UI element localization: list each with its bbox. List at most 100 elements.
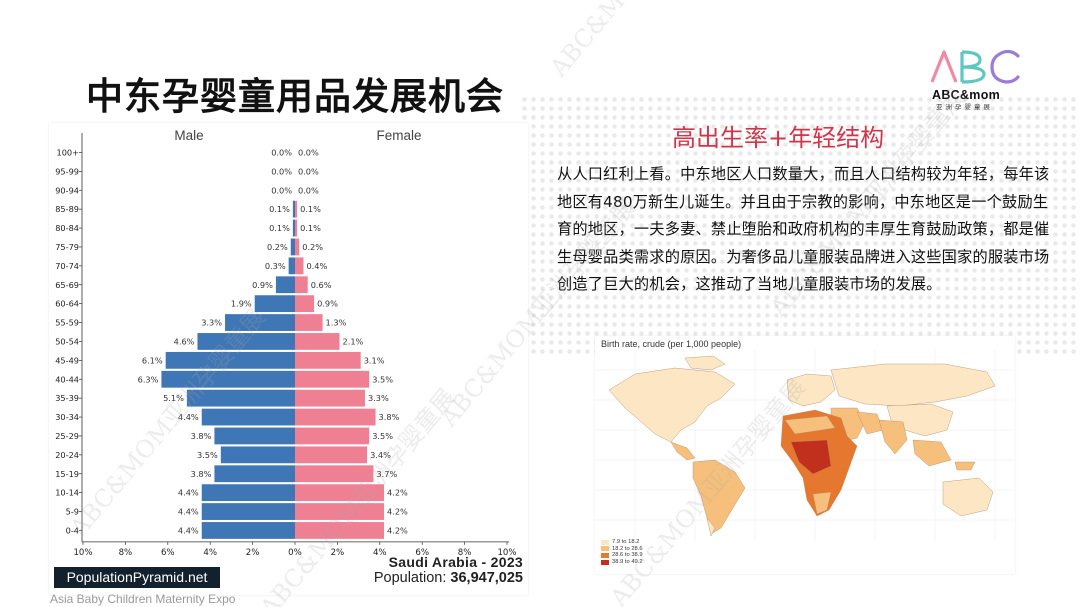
- body-paragraph: 从人口红利上看。中东地区人口数量大，而且人口结构较为年轻，每年该地区有480万新…: [557, 165, 1050, 294]
- data-label-female: 3.4%: [370, 450, 391, 460]
- population-pyramid-chart: Male Female 100+ 0.0% 0.0% 95-99 0.0% 0.0% 90-94…: [55, 128, 516, 558]
- data-label-male: 0.2%: [267, 242, 288, 252]
- bar-male: [290, 238, 295, 256]
- bar-female: [295, 503, 385, 520]
- x-tick-label: 8%: [119, 548, 133, 558]
- bar-female: [295, 219, 298, 237]
- bar-male: [201, 408, 295, 426]
- x-tick-label: 8%: [458, 548, 472, 558]
- population-pyramid-panel: Male Female 100+ 0.0% 0.0% 95-99 0.0% 0.0% 90-94…: [49, 123, 528, 595]
- logo-text: ABC&mom: [932, 88, 1001, 102]
- bar-female: [295, 314, 323, 331]
- bar-female: [295, 522, 385, 539]
- y-tick-label: 95-99: [55, 166, 79, 176]
- data-label-male: 3.5%: [197, 450, 218, 460]
- legend-item: 18.2 to 28.6: [601, 546, 643, 553]
- data-label-female: 0.9%: [317, 299, 338, 309]
- y-tick-label: 90-94: [55, 185, 79, 195]
- bar-female: [295, 200, 298, 218]
- data-label-female: 3.5%: [372, 431, 393, 441]
- bar-female: [295, 257, 304, 275]
- legend-label: 7.9 to 18.2: [612, 539, 640, 545]
- map-legend: 7.9 to 18.2 18.2 to 28.6 28.6 to 38.9 38…: [601, 539, 643, 565]
- bar-female: [295, 276, 308, 294]
- bar-male: [225, 314, 295, 331]
- data-label-male: 0.9%: [252, 280, 273, 290]
- y-tick-label: 70-74: [55, 261, 79, 271]
- bar-male: [186, 389, 295, 407]
- legend-swatch: [601, 546, 609, 552]
- data-label-male: 0.1%: [269, 223, 290, 233]
- x-tick-label: 6%: [161, 548, 175, 558]
- bar-female: [295, 333, 340, 350]
- population-label: Population:: [373, 570, 447, 586]
- data-label-female: 4.2%: [387, 488, 408, 498]
- x-tick-label: 2%: [331, 548, 345, 558]
- y-tick-label: 30-34: [55, 412, 79, 422]
- bar-female: [295, 389, 365, 407]
- y-tick-label: 35-39: [55, 393, 79, 403]
- data-label-male: 5.1%: [163, 393, 184, 403]
- bar-male: [201, 484, 295, 502]
- bar-male: [214, 465, 295, 483]
- bar-male: [292, 219, 295, 237]
- data-label-female: 0.4%: [306, 261, 327, 271]
- bar-female: [295, 351, 361, 369]
- data-label-male: 4.6%: [174, 336, 195, 346]
- legend-swatch: [601, 559, 609, 565]
- section-heading: 高出生率+年轻结构: [672, 124, 885, 152]
- data-label-female: 3.7%: [376, 469, 397, 479]
- bar-male: [201, 503, 295, 520]
- bar-male: [275, 276, 295, 294]
- data-label-female: 3.8%: [379, 412, 400, 422]
- bar-female: [295, 295, 315, 313]
- x-tick-label: 10%: [73, 548, 92, 558]
- bar-male: [165, 351, 295, 369]
- y-tick-label: 15-19: [55, 469, 79, 479]
- legend-item: 7.9 to 18.2: [601, 539, 643, 546]
- bar-male: [214, 427, 295, 445]
- population-value: 36,947,025: [450, 570, 523, 586]
- data-label-female: 4.2%: [387, 507, 408, 517]
- y-tick-label: 85-89: [55, 204, 79, 214]
- birth-rate-map-panel: Birth rate, crude (per 1,000 people): [595, 336, 1015, 574]
- bar-male: [220, 446, 295, 464]
- data-label-female: 3.1%: [364, 355, 385, 365]
- y-tick-label: 40-44: [55, 374, 79, 384]
- y-tick-label: 100+: [57, 147, 80, 157]
- legend-label: 38.9 to 49.2: [612, 558, 643, 565]
- legend-label: 28.6 to 38.9: [612, 552, 643, 559]
- x-tick-label: 10%: [497, 548, 516, 558]
- pyramid-population: Population: 36,947,025: [374, 570, 523, 586]
- y-tick-label: 80-84: [55, 223, 79, 233]
- y-tick-label: 0-4: [66, 525, 79, 535]
- data-label-male: 0.0%: [271, 147, 292, 157]
- legend-item: 38.9 to 49.2: [601, 559, 643, 566]
- data-label-male: 3.8%: [191, 431, 212, 441]
- data-label-female: 0.1%: [300, 223, 321, 233]
- data-label-male: 0.3%: [265, 261, 286, 271]
- data-label-female: 0.0%: [298, 185, 319, 195]
- y-tick-label: 75-79: [55, 242, 79, 252]
- bar-male: [292, 200, 295, 218]
- data-label-female: 0.0%: [298, 147, 319, 157]
- bar-male: [197, 333, 295, 350]
- data-label-male: 4.4%: [178, 525, 199, 535]
- x-tick-label: 2%: [246, 548, 260, 558]
- y-tick-label: 10-14: [55, 488, 79, 498]
- legend-swatch: [601, 539, 609, 545]
- data-label-female: 0.0%: [298, 166, 319, 176]
- y-tick-label: 45-49: [55, 355, 79, 365]
- bar-female: [295, 446, 368, 464]
- data-label-female: 1.3%: [326, 318, 347, 328]
- legend-label: 18.2 to 28.6: [612, 545, 643, 552]
- series-label-male: Male: [174, 128, 203, 143]
- abc-logo-icon: [930, 49, 1020, 84]
- data-label-female: 3.5%: [372, 374, 393, 384]
- data-label-male: 0.0%: [271, 185, 292, 195]
- bar-female: [295, 408, 376, 426]
- bar-female: [295, 484, 385, 502]
- data-label-male: 4.4%: [178, 507, 199, 517]
- y-tick-label: 50-54: [55, 336, 79, 346]
- data-label-male: 6.3%: [138, 374, 159, 384]
